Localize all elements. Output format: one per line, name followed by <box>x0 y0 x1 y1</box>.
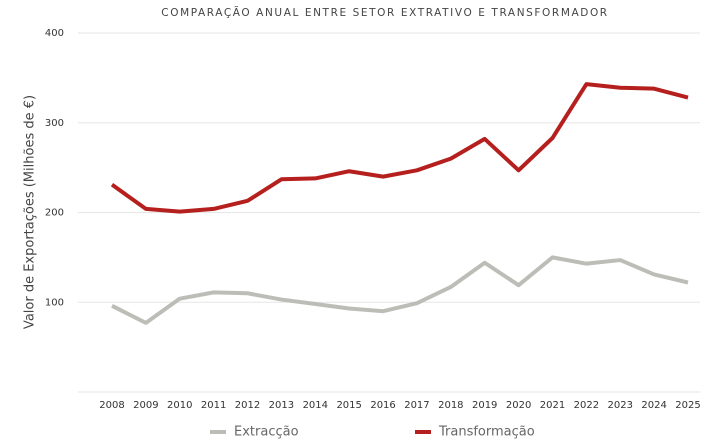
x-tick-label: 2008 <box>99 400 124 411</box>
legend-label: Extracção <box>234 425 299 440</box>
x-tick-label: 2015 <box>336 400 361 411</box>
x-tick-label: 2024 <box>641 400 666 411</box>
line <box>111 255 689 325</box>
y-axis-label: Valor de Exportações (Milhões de €) <box>23 95 38 329</box>
x-tick-label: 2021 <box>540 400 565 411</box>
x-tick-label: 2022 <box>574 400 599 411</box>
x-tick-label: 2019 <box>472 400 497 411</box>
y-tick-label: 200 <box>45 208 64 219</box>
x-tick-label: 2025 <box>675 400 700 411</box>
y-tick-label: 300 <box>45 118 64 129</box>
x-tick-label: 2018 <box>438 400 463 411</box>
chart-title: COMPARAÇÃO ANUAL ENTRE SETOR EXTRATIVO E… <box>161 6 608 19</box>
x-tick-label: 2020 <box>506 400 531 411</box>
legend-label: Transformação <box>438 425 535 440</box>
x-tick-label: 2023 <box>608 400 633 411</box>
x-tick-label: 2011 <box>201 400 226 411</box>
y-tick-label: 400 <box>45 28 64 39</box>
x-tick-label: 2014 <box>303 400 328 411</box>
x-tick-label: 2016 <box>370 400 395 411</box>
line <box>110 82 689 214</box>
x-tick-label: 2009 <box>133 400 158 411</box>
y-tick-label: 100 <box>45 297 64 308</box>
x-tick-label: 2010 <box>167 400 192 411</box>
x-tick-label: 2013 <box>269 400 294 411</box>
x-tick-label: 2017 <box>404 400 429 411</box>
x-tick-label: 2012 <box>235 400 260 411</box>
